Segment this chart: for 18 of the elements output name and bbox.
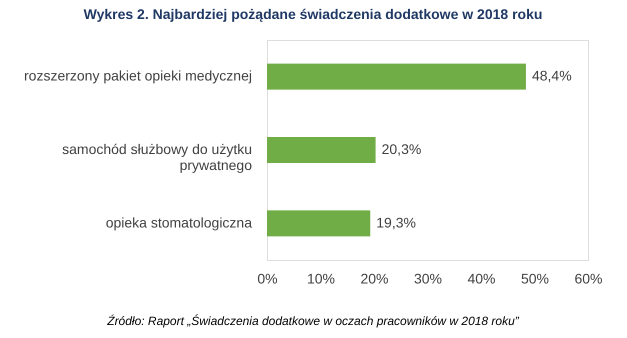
x-tick-label: 10% (306, 270, 336, 286)
x-tick-label: 30% (414, 270, 442, 286)
data-label: 19,3% (376, 214, 416, 230)
bar (267, 64, 526, 90)
y-tick-label: samochód służbowy do użytku prywatnego (62, 141, 252, 173)
data-label: 20,3% (382, 141, 422, 157)
chart-title: Wykres 2. Najbardziej pożądane świadczenia dodatkowe w 2018 roku (84, 6, 542, 22)
bar (267, 210, 370, 236)
x-tick-label: 40% (467, 270, 496, 286)
y-tick-label: opieka stomatologiczna (106, 214, 252, 230)
y-tick-label: rozszerzony pakiet opieki medycznej (24, 68, 252, 84)
data-label: 48,4% (532, 68, 572, 84)
text: Źródło: Raport „Świadczenia dodatkowe w oczach pracowników w 2018 roku” (106, 314, 520, 328)
x-tick-label: 60% (574, 270, 603, 286)
x-tick-label: 0% (257, 270, 278, 286)
x-tick-label: 20% (360, 270, 389, 286)
x-tick-label: 50% (520, 270, 550, 286)
bar (267, 137, 376, 163)
